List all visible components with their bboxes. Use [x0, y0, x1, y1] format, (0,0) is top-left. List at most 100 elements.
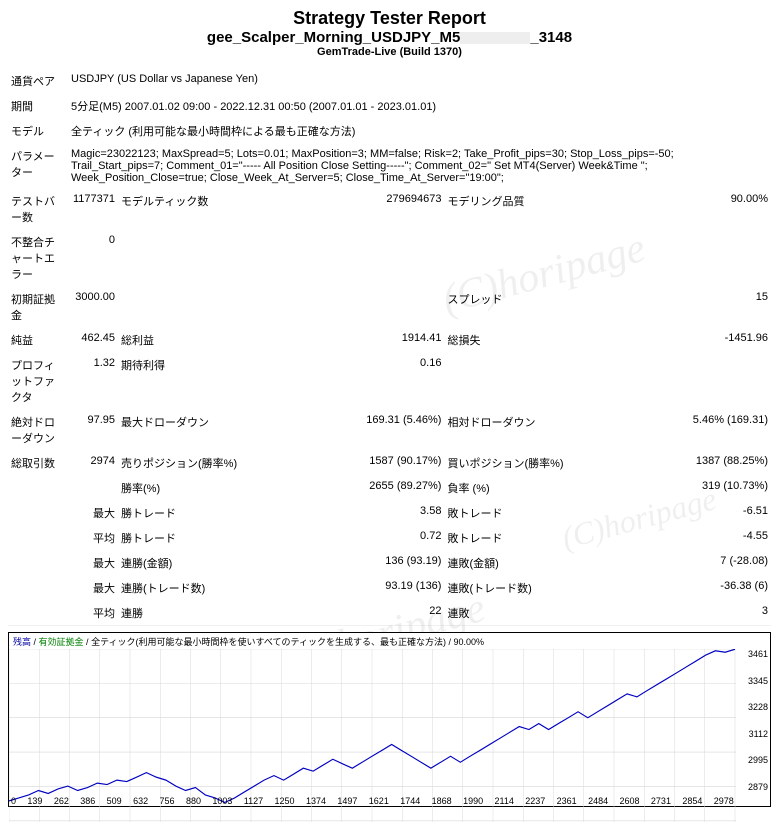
- total-value: 2974: [68, 451, 118, 476]
- symbol-label: 通貨ペア: [8, 69, 68, 94]
- netprofit-label: 純益: [8, 328, 68, 353]
- mismatch-label: 不整合チャートエラー: [8, 230, 68, 287]
- ep-label: 期待利得: [118, 353, 289, 410]
- ticks-label: モデルティック数: [118, 189, 289, 230]
- x-tick: 1127: [244, 796, 263, 806]
- chart-legend: 残高 / 有効証拠金 / 全ティック(利用可能な最小時間枠を使いすべてのティック…: [9, 633, 770, 650]
- netprofit-value: 462.45: [68, 328, 118, 353]
- chart-yaxis: 3461 3345 3228 3112 2995 2879: [748, 649, 768, 792]
- grossprofit-value: 1914.41: [289, 328, 444, 353]
- consprofit-count-value: 93.19 (136): [289, 576, 444, 601]
- avg-conswins-value: 22: [289, 601, 444, 626]
- x-tick: 509: [107, 796, 122, 806]
- mismatch-value: 0: [68, 230, 118, 287]
- y-tick: 3112: [748, 729, 768, 739]
- deposit-value: 3000.00: [68, 287, 118, 328]
- deposit-label: 初期証拠金: [8, 287, 68, 328]
- consloss-count-value: -36.38 (6): [616, 576, 771, 601]
- avg2-label: 平均: [68, 601, 118, 626]
- absdd-label: 絶対ドローダウン: [8, 410, 68, 451]
- conswins-money-label: 連勝(金額): [118, 551, 289, 576]
- x-tick: 1374: [306, 796, 326, 806]
- short-value: 1587 (90.17%): [289, 451, 444, 476]
- legend-model: 全ティック(利用可能な最小時間枠を使いすべてのティックを生成する、最も正確な方法…: [91, 637, 484, 647]
- period-label: 期間: [8, 94, 68, 119]
- x-tick: 1621: [369, 796, 389, 806]
- quality-value: 90.00%: [616, 189, 771, 230]
- profit-trades-value: 2655 (89.27%): [289, 476, 444, 501]
- model-value: 全ティック (利用可能な最小時間枠による最も正確な方法): [68, 119, 771, 144]
- report-table: 通貨ペアUSDJPY (US Dollar vs Japanese Yen) 期…: [8, 68, 771, 626]
- ep-value: 0.16: [289, 353, 444, 410]
- max-label: 最大: [68, 551, 118, 576]
- ticks-value: 279694673: [289, 189, 444, 230]
- avg-label: 平均: [68, 526, 118, 551]
- largest-profit-label: 勝トレード: [118, 501, 289, 526]
- chart-xaxis: 0139262386509632756880100311271250137414…: [9, 796, 736, 806]
- x-tick: 2608: [620, 796, 640, 806]
- consprofit-count-label: 連勝(トレード数): [118, 576, 289, 601]
- long-label: 買いポジション(勝率%): [444, 451, 615, 476]
- build-info: GemTrade-Live (Build 1370): [8, 46, 771, 58]
- x-tick: 139: [27, 796, 42, 806]
- reldd-label: 相対ドローダウン: [444, 410, 615, 451]
- consloss-money-label: 連敗(金額): [444, 551, 615, 576]
- avg-profit-value: 0.72: [289, 526, 444, 551]
- y-tick: 3345: [748, 676, 768, 686]
- x-tick: 1990: [463, 796, 483, 806]
- x-tick: 880: [186, 796, 201, 806]
- x-tick: 386: [80, 796, 95, 806]
- avg-loss-value: -4.55: [616, 526, 771, 551]
- strategy-suffix: _3148: [530, 29, 572, 46]
- y-tick: 2995: [748, 755, 768, 765]
- x-tick: 1003: [212, 796, 232, 806]
- profit-trades-label: 勝率(%): [118, 476, 289, 501]
- largest-profit-value: 3.58: [289, 501, 444, 526]
- bars-label: テストバー数: [8, 189, 68, 230]
- period-value: 5分足(M5) 2007.01.02 09:00 - 2022.12.31 00…: [68, 94, 771, 119]
- largest-loss-label: 敗トレード: [444, 501, 615, 526]
- spread-value: 15: [616, 287, 771, 328]
- x-tick: 2114: [494, 796, 513, 806]
- long-value: 1387 (88.25%): [616, 451, 771, 476]
- redacted-block: [460, 32, 530, 44]
- strategy-name: gee_Scalper_Morning_USDJPY_M5 _3148: [8, 29, 771, 46]
- pf-label: プロフィットファクタ: [8, 353, 68, 410]
- x-tick: 2237: [525, 796, 545, 806]
- x-tick: 2484: [588, 796, 608, 806]
- maxdd-label: 最大ドローダウン: [118, 410, 289, 451]
- consloss-money-value: 7 (-28.08): [616, 551, 771, 576]
- grossloss-label: 総損失: [444, 328, 615, 353]
- y-tick: 3228: [748, 702, 768, 712]
- y-tick: 3461: [748, 649, 768, 659]
- loss-trades-value: 319 (10.73%): [616, 476, 771, 501]
- grossprofit-label: 総利益: [118, 328, 289, 353]
- avg-consloss-value: 3: [616, 601, 771, 626]
- grossloss-value: -1451.96: [616, 328, 771, 353]
- x-tick: 262: [54, 796, 69, 806]
- quality-label: モデリング品質: [444, 189, 615, 230]
- avg-consloss-label: 連敗: [444, 601, 615, 626]
- maxdd-value: 169.31 (5.46%): [289, 410, 444, 451]
- reldd-value: 5.46% (169.31): [616, 410, 771, 451]
- x-tick: 1250: [275, 796, 295, 806]
- loss-trades-label: 負率 (%): [444, 476, 615, 501]
- x-tick: 2854: [682, 796, 702, 806]
- largest-label: 最大: [68, 501, 118, 526]
- avg-loss-label: 敗トレード: [444, 526, 615, 551]
- params-value: Magic=23022123; MaxSpread=5; Lots=0.01; …: [68, 144, 771, 189]
- avg-conswins-label: 連勝: [118, 601, 289, 626]
- params-label: パラメーター: [8, 144, 68, 189]
- x-tick: 1497: [337, 796, 357, 806]
- largest-loss-value: -6.51: [616, 501, 771, 526]
- pf-value: 1.32: [68, 353, 118, 410]
- strategy-prefix: gee_Scalper_Morning_USDJPY_M5: [207, 29, 460, 46]
- y-tick: 2879: [748, 782, 768, 792]
- x-tick: 756: [160, 796, 175, 806]
- x-tick: 1744: [400, 796, 420, 806]
- max2-label: 最大: [68, 576, 118, 601]
- x-tick: 2978: [714, 796, 734, 806]
- x-tick: 2731: [651, 796, 671, 806]
- x-tick: 632: [133, 796, 148, 806]
- spread-label: スプレッド: [444, 287, 615, 328]
